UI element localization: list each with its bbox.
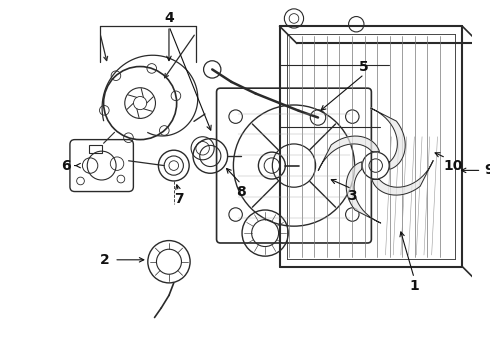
Text: 3: 3 [347, 189, 357, 203]
Text: 4: 4 [164, 12, 174, 26]
Text: 6: 6 [61, 158, 71, 172]
Polygon shape [370, 108, 405, 169]
Text: 7: 7 [174, 192, 183, 206]
Text: 10: 10 [443, 158, 462, 172]
Polygon shape [318, 136, 379, 171]
Polygon shape [346, 162, 381, 223]
Text: 1: 1 [409, 279, 419, 293]
Bar [89, 145, 102, 153]
Text: 2: 2 [99, 253, 109, 267]
Text: 5: 5 [359, 59, 369, 73]
Polygon shape [372, 161, 433, 195]
Text: 9: 9 [484, 163, 490, 177]
Text: 8: 8 [236, 185, 246, 198]
